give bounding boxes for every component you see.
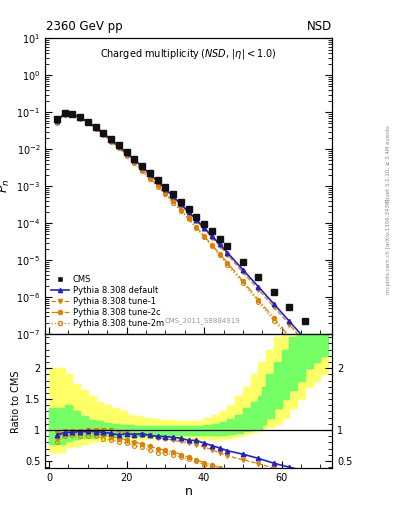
Y-axis label: Ratio to CMS: Ratio to CMS bbox=[11, 370, 21, 433]
Y-axis label: $P_n$: $P_n$ bbox=[0, 179, 12, 194]
X-axis label: n: n bbox=[185, 485, 193, 498]
Text: CMS_2011_S8884919: CMS_2011_S8884919 bbox=[165, 317, 241, 324]
Text: 2360 GeV pp: 2360 GeV pp bbox=[46, 20, 123, 33]
Text: Rivet 3.1.10, ≥ 3.4M events: Rivet 3.1.10, ≥ 3.4M events bbox=[386, 125, 391, 202]
Legend: CMS, Pythia 8.308 default, Pythia 8.308 tune-1, Pythia 8.308 tune-2c, Pythia 8.3: CMS, Pythia 8.308 default, Pythia 8.308 … bbox=[50, 273, 165, 330]
Text: Charged multiplicity$\,(NSD,\,|\eta| < 1.0)$: Charged multiplicity$\,(NSD,\,|\eta| < 1… bbox=[100, 47, 277, 61]
Text: NSD: NSD bbox=[307, 20, 332, 33]
Text: mcplots.cern.ch [arXiv:1306.3436]: mcplots.cern.ch [arXiv:1306.3436] bbox=[386, 198, 391, 293]
